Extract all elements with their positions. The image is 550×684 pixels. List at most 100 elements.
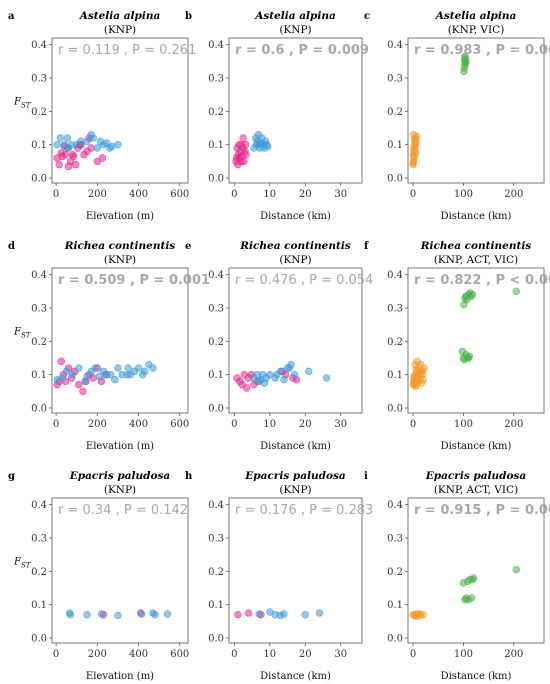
data-point bbox=[418, 367, 427, 376]
y-tick-label: 0.0 bbox=[31, 634, 47, 645]
data-point bbox=[305, 367, 313, 376]
plot-frame bbox=[51, 267, 189, 414]
x-tick-label: 100 bbox=[454, 189, 473, 200]
data-point bbox=[55, 160, 63, 169]
data-point bbox=[58, 374, 67, 382]
y-tick-label: 0.0 bbox=[208, 174, 224, 185]
y-axis-label: FST bbox=[13, 327, 32, 340]
y-axis-label: FST bbox=[13, 557, 32, 570]
panel-h: h Epacris paludosa (KNP) 0.0 0.1 0.2 0.3 0.4 0 10… bbox=[185, 470, 373, 682]
series-1 bbox=[53, 130, 122, 152]
data-point bbox=[322, 374, 331, 382]
y-tick-label: 0.0 bbox=[387, 404, 403, 415]
series-1 bbox=[53, 360, 157, 386]
x-axis-label: Elevation (m) bbox=[86, 671, 154, 682]
panel-g: g Epacris paludosa (KNP) 0.0 0.1 0.2 0.3 0.4 0 20… bbox=[8, 470, 189, 682]
panel-label: d bbox=[8, 241, 15, 252]
data-point bbox=[68, 370, 77, 379]
x-tick-label: 0 bbox=[231, 189, 237, 200]
y-tick-label: 0.0 bbox=[208, 404, 224, 415]
data-point bbox=[163, 610, 172, 618]
series-1 bbox=[255, 608, 324, 620]
data-point bbox=[114, 364, 122, 372]
data-point bbox=[63, 134, 72, 142]
x-tick-label: 0 bbox=[53, 649, 59, 660]
x-tick-label: 0 bbox=[53, 189, 59, 200]
plot-frame bbox=[228, 497, 363, 644]
y-tick-label: 0.0 bbox=[208, 634, 224, 645]
panel-label: b bbox=[185, 11, 192, 22]
data-point bbox=[255, 610, 263, 618]
y-tick-label: 0.4 bbox=[31, 270, 47, 281]
series-1 bbox=[250, 130, 272, 152]
y-tick-label: 0.3 bbox=[387, 304, 403, 315]
y-tick-label: 0.3 bbox=[31, 534, 47, 545]
panel-subtitle: (KNP) bbox=[279, 24, 311, 36]
x-axis-label: Elevation (m) bbox=[86, 441, 154, 452]
data-point bbox=[97, 610, 106, 618]
data-point bbox=[242, 150, 250, 159]
stat-annotation: r = 0.822 , P < 0.001 bbox=[414, 273, 550, 288]
data-point bbox=[114, 140, 122, 149]
stat-annotation: r = 0.119 , P = 0.261 bbox=[58, 43, 196, 58]
y-tick-label: 0.3 bbox=[387, 74, 403, 85]
panel-label: c bbox=[364, 11, 370, 22]
data-point bbox=[280, 610, 288, 618]
x-tick-label: 0 bbox=[410, 419, 416, 430]
panel-title: Richea continentis bbox=[420, 240, 532, 252]
y-tick-label: 0.4 bbox=[208, 40, 224, 51]
panel-label: g bbox=[8, 471, 15, 482]
data-point bbox=[75, 364, 83, 372]
panel-title: Epacris paludosa bbox=[425, 470, 527, 482]
series-1 bbox=[459, 565, 520, 604]
y-tick-label: 0.0 bbox=[387, 634, 403, 645]
y-tick-label: 0.0 bbox=[387, 174, 403, 185]
data-point bbox=[114, 611, 122, 620]
data-point bbox=[290, 370, 299, 379]
series-1 bbox=[460, 52, 470, 76]
data-point bbox=[417, 379, 426, 387]
y-axis-label: FST bbox=[13, 97, 32, 110]
data-point bbox=[124, 364, 132, 372]
x-tick-label: 30 bbox=[334, 189, 347, 200]
data-point bbox=[468, 290, 477, 299]
panel-label: i bbox=[364, 471, 368, 482]
data-point bbox=[89, 374, 97, 382]
data-point bbox=[83, 137, 91, 146]
data-point bbox=[95, 372, 104, 381]
data-point bbox=[134, 364, 143, 372]
y-tick-label: 0.2 bbox=[31, 107, 47, 118]
plot-frame bbox=[51, 37, 189, 184]
data-point bbox=[240, 157, 248, 166]
series-1 bbox=[458, 287, 520, 364]
panel-title: Richea continentis bbox=[64, 240, 176, 252]
stat-annotation: r = 0.983 , P = 0.001 bbox=[414, 43, 550, 58]
data-point bbox=[465, 352, 474, 361]
data-point bbox=[89, 134, 97, 142]
series-1 bbox=[65, 609, 172, 620]
y-tick-label: 0.3 bbox=[208, 534, 224, 545]
data-point bbox=[57, 357, 65, 366]
panel-subtitle: (KNP) bbox=[279, 484, 311, 496]
data-point bbox=[137, 610, 146, 618]
data-point bbox=[241, 140, 250, 149]
data-point bbox=[61, 150, 70, 159]
x-axis-label: Distance (km) bbox=[441, 671, 512, 682]
stat-annotation: r = 0.176 , P = 0.283 bbox=[235, 503, 373, 518]
x-axis-label: Elevation (m) bbox=[86, 211, 154, 222]
panel-c: c Astelia alpina (KNP, VIC) 0.0 0.1 0.2 0.3 0.4… bbox=[364, 10, 550, 222]
data-point bbox=[280, 375, 288, 384]
data-point bbox=[512, 287, 520, 296]
data-point bbox=[111, 375, 119, 384]
stat-annotation: r = 0.915 , P = 0.003 bbox=[414, 503, 550, 518]
data-point bbox=[315, 609, 324, 617]
x-tick-label: 400 bbox=[129, 419, 148, 430]
data-point bbox=[461, 52, 469, 61]
data-point bbox=[263, 142, 272, 151]
x-tick-label: 600 bbox=[170, 649, 189, 660]
data-point bbox=[93, 144, 102, 152]
panel-a: a Astelia alpina (KNP) 0.0 0.1 0.2 0.3 0.4 0 200 4… bbox=[8, 10, 196, 222]
y-tick-label: 0.4 bbox=[208, 270, 224, 281]
x-axis-label: Distance (km) bbox=[441, 441, 512, 452]
data-point bbox=[151, 610, 159, 619]
